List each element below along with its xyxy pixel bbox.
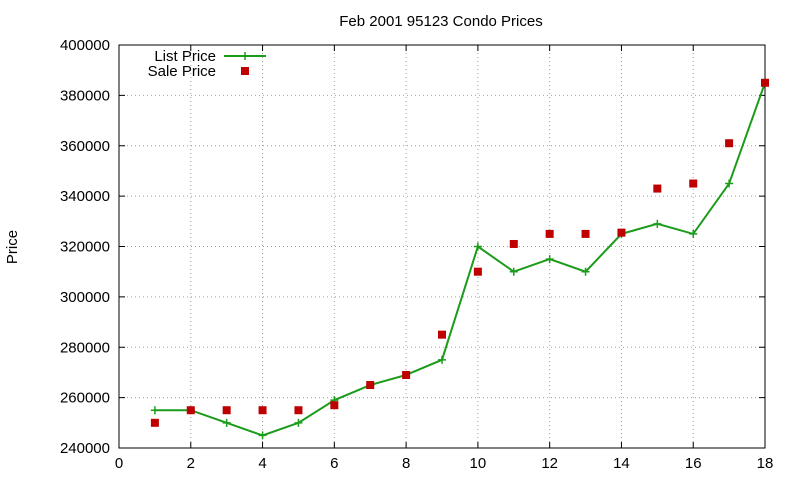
sale-price-point [330,401,339,410]
x-tick-label: 10 [470,455,487,472]
y-tick-label: 400000 [60,37,110,54]
sale-price-point [473,267,482,276]
x-tick-label: 12 [541,455,558,472]
x-tick-label: 16 [685,455,702,472]
sale-price-point [222,406,231,415]
series-line-list-price [154,82,766,437]
plot-frame [118,44,766,449]
sale-price-point [150,418,159,427]
sale-price-point [366,381,375,390]
list-price-point [509,267,518,276]
legend-label-sale-price: Sale Price [148,63,216,80]
sale-price-point [258,406,267,415]
grid-layer [119,45,765,448]
sale-price-point [294,406,303,415]
sale-price-point [653,184,662,193]
x-tick-label: 6 [330,455,338,472]
sale-price-point [509,239,518,248]
series-layer [150,78,769,440]
sale-price-point [617,228,626,237]
chart-title: Feb 2001 95123 Condo Prices [339,13,542,30]
x-tick-label: 8 [402,455,410,472]
sale-price-point [761,78,769,87]
list-price-point [473,242,482,251]
x-tick-label: 4 [258,455,266,472]
sale-price-point [402,370,411,379]
y-tick-label: 340000 [60,188,110,205]
list-price-point [222,418,231,427]
x-tick-label: 0 [115,455,123,472]
list-price-point [258,431,267,440]
legend-marker-sale-price [241,67,249,75]
sale-price-point [438,330,446,339]
list-price-point [653,219,662,228]
list-price-point [689,229,698,238]
legend-marker-list-price [241,52,249,60]
x-tick-label: 2 [187,455,195,472]
list-price-point [438,355,446,364]
list-price-point [581,267,590,276]
legend-samples [224,52,266,75]
list-price-point [545,255,554,264]
sale-price-point [581,229,590,238]
y-tick-label: 380000 [60,87,110,104]
y-tick-label: 280000 [60,339,110,356]
sale-price-point [725,139,734,148]
x-tick-label: 14 [613,455,630,472]
sale-price-point [689,179,698,188]
legend-label-list-price: List Price [154,48,216,65]
list-price-point [294,418,303,427]
list-price-point [150,406,159,415]
sale-price-point [186,406,195,415]
y-tick-label: 300000 [60,289,110,306]
x-tick-label: 18 [757,455,774,472]
y-tick-label: 360000 [60,138,110,155]
y-tick-label: 320000 [60,239,110,256]
legend: List Price Sale Price [148,48,266,80]
tick-layer: 0 2 4 6 8 10 12 14 16 18 240000 260000 280000 300000 3… [60,37,773,472]
sale-price-point [545,229,554,238]
y-tick-label: 260000 [60,390,110,407]
y-axis-label: Price [4,230,21,264]
y-tick-label: 240000 [60,440,110,457]
list-price-point [725,179,734,188]
